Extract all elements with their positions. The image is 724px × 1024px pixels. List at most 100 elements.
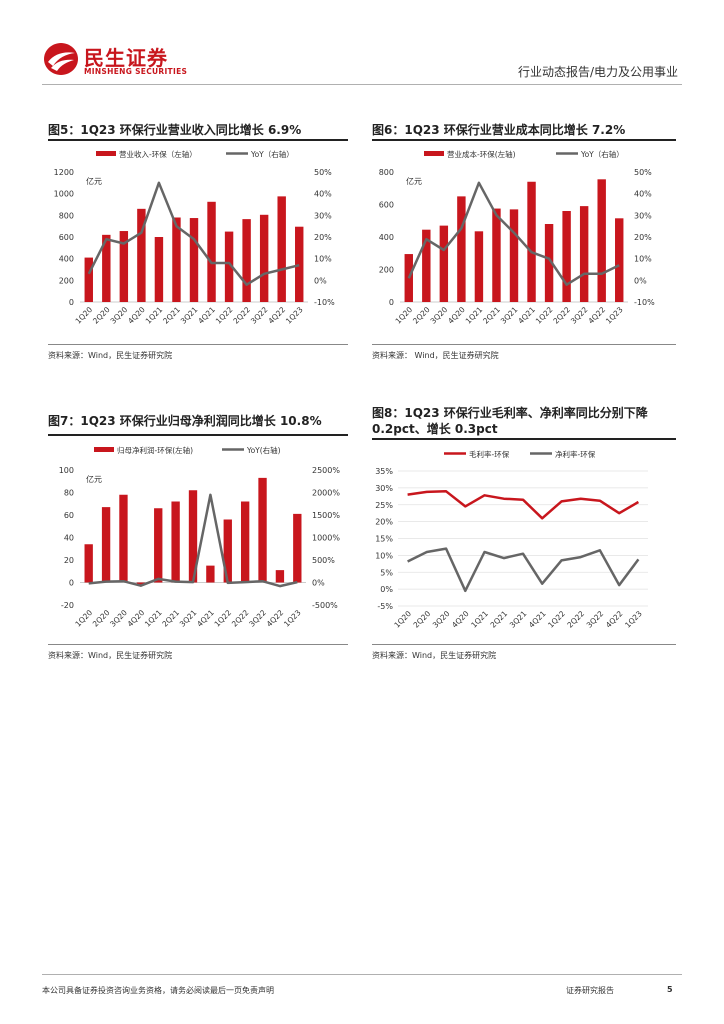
bar-1Q21 xyxy=(474,231,484,302)
right-axis-tick-label: -500% xyxy=(312,601,338,610)
right-axis-tick-label: -10% xyxy=(314,298,335,307)
bar-4Q20 xyxy=(137,208,146,302)
y-axis-tick-label: 30% xyxy=(375,484,393,493)
x-tick-label-2Q21: 2Q21 xyxy=(161,305,182,326)
bar-4Q20 xyxy=(457,196,466,302)
page-number: 5 xyxy=(667,985,673,994)
x-tick-label-3Q21: 3Q21 xyxy=(179,305,200,326)
bar-4Q22 xyxy=(277,196,286,302)
x-tick-label-1Q22: 1Q22 xyxy=(534,305,555,326)
x-tick-label-1Q22: 1Q22 xyxy=(214,305,235,326)
x-tick-label-2Q22: 2Q22 xyxy=(565,609,586,630)
x-tick-label-1Q20: 1Q20 xyxy=(73,608,94,629)
x-tick-label-1Q20: 1Q20 xyxy=(392,609,413,630)
x-tick-label-4Q22: 4Q22 xyxy=(265,608,286,629)
right-axis-tick-label: 0% xyxy=(634,276,647,285)
figure-8-bottom-rule xyxy=(372,644,676,645)
figure-8-source: 资料来源：Wind，民生证券研究院 xyxy=(372,651,497,660)
legend-label-1: 毛利率-环保 xyxy=(469,449,510,459)
legend-swatch-1 xyxy=(96,151,116,156)
left-axis-tick-label: 600 xyxy=(379,201,394,210)
bar-1Q23 xyxy=(293,513,302,583)
left-axis-tick-label: 60 xyxy=(64,511,74,520)
left-axis-tick-label: 200 xyxy=(59,276,74,285)
bar-1Q20 xyxy=(84,257,93,302)
left-axis-tick-label: 0 xyxy=(389,298,394,307)
x-tick-label-4Q21: 4Q21 xyxy=(527,609,548,630)
left-axis-tick-label: 0 xyxy=(69,298,74,307)
legend-swatch-1 xyxy=(94,447,114,452)
unit-label: 亿元 xyxy=(406,176,422,186)
x-tick-label-4Q22: 4Q22 xyxy=(586,305,607,326)
x-tick-label-3Q22: 3Q22 xyxy=(247,608,268,629)
right-axis-tick-label: 1500% xyxy=(312,511,340,520)
bar-1Q21 xyxy=(154,508,163,583)
right-axis-tick-label: 50% xyxy=(314,168,332,177)
x-tick-label-4Q21: 4Q21 xyxy=(196,305,217,326)
bar-3Q21 xyxy=(188,490,198,583)
bar-2Q22 xyxy=(562,211,571,302)
right-axis-tick-label: 2500% xyxy=(312,466,340,475)
right-axis-tick-label: 1000% xyxy=(312,534,340,543)
left-axis-tick-label: -20 xyxy=(61,601,74,610)
x-tick-label-1Q21: 1Q21 xyxy=(469,609,490,630)
bar-1Q20 xyxy=(84,544,93,583)
bar-1Q21 xyxy=(154,237,164,302)
right-axis-tick-label: 40% xyxy=(634,190,652,199)
figure-8-top-rule xyxy=(372,438,676,440)
figure-6-bottom-rule xyxy=(372,344,676,345)
right-axis-tick-label: 40% xyxy=(314,190,332,199)
right-axis-tick-label: 30% xyxy=(314,211,332,220)
left-axis-tick-label: 0 xyxy=(69,579,74,588)
bar-4Q21 xyxy=(206,565,215,583)
right-axis-tick-label: 20% xyxy=(634,233,652,242)
bar-1Q22 xyxy=(223,519,232,583)
x-tick-label-1Q21: 1Q21 xyxy=(143,608,164,629)
series-line-1 xyxy=(407,490,640,520)
x-tick-label-4Q21: 4Q21 xyxy=(195,608,216,629)
figure-5-top-rule xyxy=(48,139,348,141)
left-axis-tick-label: 100 xyxy=(59,466,74,475)
bar-2Q20 xyxy=(102,234,111,302)
x-tick-label-1Q23: 1Q23 xyxy=(282,608,303,629)
x-tick-label-3Q20: 3Q20 xyxy=(429,305,450,326)
figure-6-title: 图6：1Q23 环保行业营业成本同比增长 7.2% xyxy=(372,123,626,137)
x-tick-label-3Q22: 3Q22 xyxy=(249,305,270,326)
legend-label-2: YoY（右轴） xyxy=(250,149,294,159)
legend-label-2: YoY(右轴) xyxy=(246,445,281,455)
figure-6-source: 资料来源： Wind，民生证券研究院 xyxy=(372,351,499,360)
left-axis-tick-label: 40 xyxy=(64,534,74,543)
legend-label-1: 营业成本-环保(左轴) xyxy=(447,149,516,159)
x-tick-label-1Q23: 1Q23 xyxy=(604,305,625,326)
x-tick-label-3Q22: 3Q22 xyxy=(585,609,606,630)
right-axis-tick-label: 10% xyxy=(314,255,332,264)
yoy-line xyxy=(88,493,298,588)
bar-2Q20 xyxy=(422,229,431,302)
x-tick-label-4Q21: 4Q21 xyxy=(516,305,537,326)
figure-7-chart: -20 0 20 40 60 80 100 -500% 0% 500% 1000% 1500% 2000… xyxy=(59,445,341,629)
bar-4Q22 xyxy=(597,179,606,302)
x-tick-label-2Q22: 2Q22 xyxy=(231,305,252,326)
x-tick-label-2Q20: 2Q20 xyxy=(411,305,432,326)
unit-label: 亿元 xyxy=(86,176,102,186)
legend-label-2: 净利率-环保 xyxy=(555,449,596,459)
bar-4Q22 xyxy=(275,570,285,583)
bar-2Q21 xyxy=(172,217,181,302)
right-axis-tick-label: 20% xyxy=(314,233,332,242)
x-tick-label-3Q20: 3Q20 xyxy=(109,305,130,326)
right-axis-tick-label: 0% xyxy=(314,276,327,285)
series-line-2 xyxy=(407,547,640,593)
figure-5-source: 资料来源：Wind，民生证券研究院 xyxy=(48,351,173,360)
bar-3Q21 xyxy=(189,218,199,302)
legend-swatch-1 xyxy=(424,151,444,156)
x-tick-label-1Q21: 1Q21 xyxy=(464,305,485,326)
bar-3Q20 xyxy=(119,231,129,302)
left-axis-tick-label: 1000 xyxy=(54,190,74,199)
left-axis-tick-label: 1200 xyxy=(54,168,74,177)
figure-6-top-rule xyxy=(372,139,676,141)
logo-english-name: MINSHENG SECURITIES xyxy=(84,67,188,76)
left-axis-tick-label: 800 xyxy=(59,211,74,220)
right-axis-tick-label: 30% xyxy=(634,211,652,220)
y-axis-tick-label: 15% xyxy=(375,535,393,544)
bar-3Q22 xyxy=(258,477,267,583)
